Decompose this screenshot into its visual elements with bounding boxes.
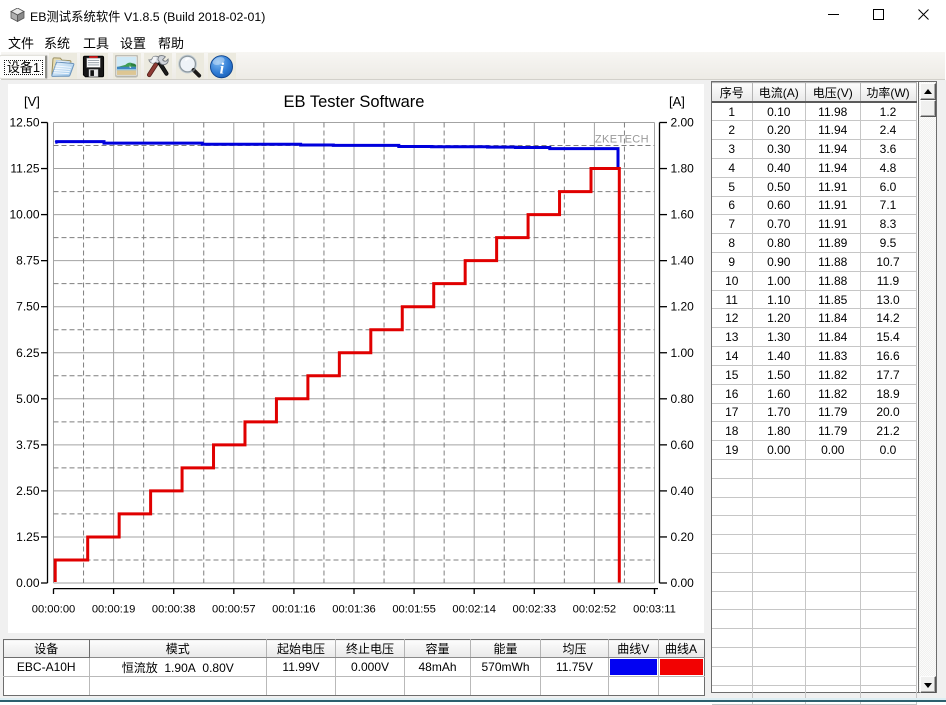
svg-text:00:00:38: 00:00:38: [152, 604, 196, 616]
svg-text:10.00: 10.00: [9, 208, 39, 222]
svg-text:2.50: 2.50: [16, 484, 40, 498]
svg-text:1.00: 1.00: [671, 346, 695, 360]
svg-text:i: i: [219, 58, 224, 77]
svg-text:0.20: 0.20: [671, 530, 695, 544]
svg-text:00:03:11: 00:03:11: [633, 604, 676, 616]
svg-text:0.80: 0.80: [671, 392, 695, 406]
svg-text:EB Tester Software: EB Tester Software: [284, 93, 425, 111]
svg-text:1.40: 1.40: [671, 254, 695, 268]
svg-text:7.50: 7.50: [16, 300, 40, 314]
svg-text:00:00:19: 00:00:19: [92, 604, 136, 616]
svg-text:1.60: 1.60: [671, 208, 695, 222]
svg-text:00:02:52: 00:02:52: [573, 604, 617, 616]
svg-text:00:02:14: 00:02:14: [452, 604, 496, 616]
svg-text:2.00: 2.00: [671, 116, 695, 130]
svg-text:0.60: 0.60: [671, 438, 695, 452]
svg-text:00:01:36: 00:01:36: [332, 604, 376, 616]
svg-text:0.00: 0.00: [671, 576, 695, 590]
svg-text:1.25: 1.25: [16, 530, 40, 544]
svg-text:3.75: 3.75: [16, 438, 40, 452]
svg-text:00:02:33: 00:02:33: [513, 604, 557, 616]
svg-text:00:01:55: 00:01:55: [392, 604, 436, 616]
svg-text:0.40: 0.40: [671, 484, 695, 498]
svg-text:12.50: 12.50: [9, 116, 39, 130]
svg-text:8.75: 8.75: [16, 254, 40, 268]
svg-text:0.00: 0.00: [16, 576, 40, 590]
svg-text:6.25: 6.25: [16, 346, 40, 360]
svg-text:00:00:57: 00:00:57: [212, 604, 256, 616]
svg-text:11.25: 11.25: [10, 162, 39, 176]
svg-text:[V]: [V]: [24, 94, 40, 109]
svg-text:[A]: [A]: [669, 94, 685, 109]
svg-text:5.00: 5.00: [16, 392, 40, 406]
svg-text:1.20: 1.20: [671, 300, 695, 314]
svg-text:1.80: 1.80: [671, 162, 695, 176]
svg-text:ZKETECH: ZKETECH: [595, 134, 649, 146]
svg-text:00:00:00: 00:00:00: [32, 604, 76, 616]
svg-text:00:01:16: 00:01:16: [272, 604, 316, 616]
